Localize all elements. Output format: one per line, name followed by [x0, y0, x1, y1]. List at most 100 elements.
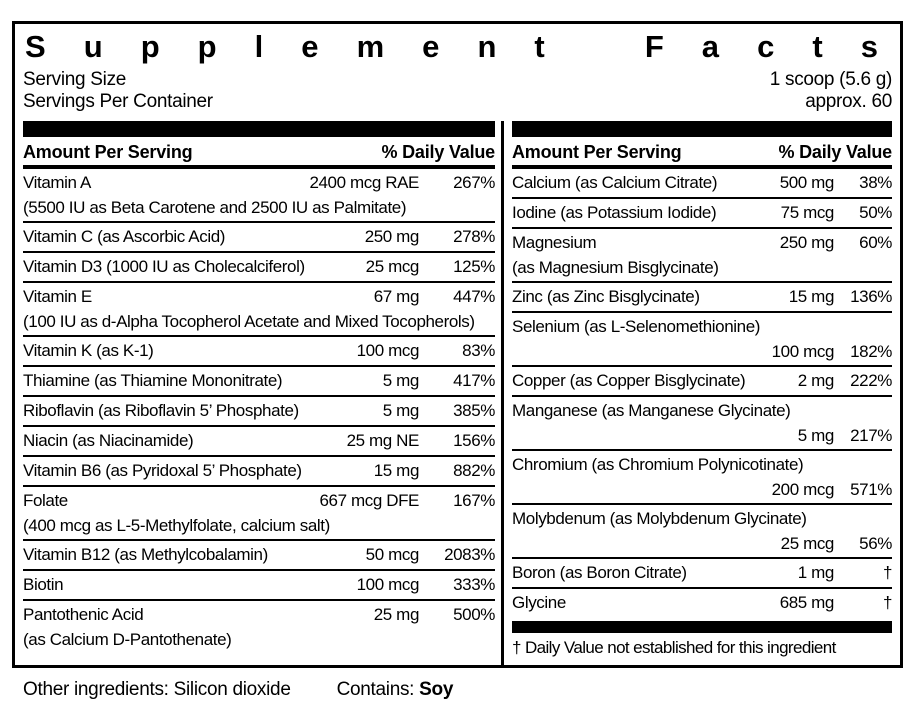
nutrient-name: Iodine (as Potassium Iodide) [512, 203, 717, 222]
nutrient-amount: 50 mcg [365, 545, 420, 564]
nutrient-row: Vitamin A 2400 mcg RAE 267% (5500 IU as Bet… [23, 169, 495, 221]
nutrient-name: Vitamin K (as K-1) [23, 341, 154, 360]
nutrient-daily-value: † [882, 563, 892, 582]
nutrient-name: Calcium (as Calcium Citrate) [512, 173, 718, 192]
nutrient-name: Vitamin B12 (as Methylcobalamin) [23, 545, 268, 564]
nutrient-name: Pantothenic Acid [23, 605, 144, 624]
nutrient-name: Selenium (as L-Selenomethionine) [512, 317, 761, 336]
other-ingredients-footer: Other ingredients: Silicon dioxide Conta… [23, 679, 453, 701]
nutrient-amount: 15 mg [373, 461, 420, 480]
amount-per-serving-header: Amount Per Serving [512, 142, 682, 162]
nutrient-amount: 25 mcg [780, 534, 835, 553]
nutrient-name: Vitamin A [23, 173, 91, 192]
nutrient-name: Folate [23, 491, 68, 510]
serving-size-value: 1 scoop (5.6 g) [769, 69, 893, 90]
nutrient-name: Niacin (as Niacinamide) [23, 431, 194, 450]
nutrient-amount: 500 mg [779, 173, 835, 192]
nutrient-amount: 5 mg [382, 401, 420, 420]
nutrient-amount: 2400 mcg RAE [309, 173, 419, 192]
nutrient-daily-value: 500% [453, 605, 495, 624]
nutrient-rows-right: Calcium (as Calcium Citrate) 500 mg 38% Iod… [512, 169, 892, 617]
nutrient-name: Magnesium [512, 233, 597, 252]
nutrient-daily-value: 222% [850, 371, 892, 390]
nutrient-daily-value: 136% [850, 287, 892, 306]
footnote-divider-bar [512, 621, 892, 633]
nutrient-amount: 667 mcg DFE [319, 491, 419, 510]
nutrient-row: Magnesium 250 mg 60% (as Magnesium Bisglyci… [512, 227, 892, 281]
nutrient-name: Vitamin D3 (1000 IU as Cholecalciferol) [23, 257, 305, 276]
nutrient-daily-value: 38% [859, 173, 892, 192]
nutrient-row: Vitamin E 67 mg 447% (100 IU as d-Alpha Toc… [23, 281, 495, 335]
nutrient-name: Boron (as Boron Citrate) [512, 563, 687, 582]
nutrient-amount: 5 mg [382, 371, 420, 390]
nutrient-row: Copper (as Copper Bisglycinate) 2 mg 222% [512, 365, 892, 395]
servings-per-container-row: Servings Per Container approx. 60 [23, 91, 892, 113]
nutrient-amount: 1 mg [797, 563, 835, 582]
nutrient-name: Glycine [512, 593, 566, 612]
nutrient-row: Vitamin B6 (as Pyridoxal 5’ Phosphate) 15… [23, 455, 495, 485]
nutrient-daily-value: 2083% [444, 545, 495, 564]
nutrient-daily-value: 56% [859, 534, 892, 553]
column-header-left: Amount Per Serving % Daily Value [23, 137, 495, 169]
nutrient-row: Chromium (as Chromium Polynicotinate) 200… [512, 449, 892, 503]
nutrient-name: Vitamin E [23, 287, 92, 306]
daily-value-header: % Daily Value [778, 142, 893, 162]
nutrient-amount: 67 mg [373, 287, 420, 306]
nutrient-daily-value: 182% [850, 342, 892, 361]
nutrient-row: Niacin (as Niacinamide) 25 mg NE 156% [23, 425, 495, 455]
nutrient-amount: 685 mg [779, 593, 835, 612]
nutrient-amount: 250 mg [779, 233, 835, 252]
nutrient-name: Zinc (as Zinc Bisglycinate) [512, 287, 700, 306]
nutrient-row: Calcium (as Calcium Citrate) 500 mg 38% [512, 169, 892, 197]
nutrient-daily-value: 447% [453, 287, 495, 306]
allergen-statement: Contains: Soy [337, 679, 454, 701]
nutrient-source-note: (as Magnesium Bisglycinate) [512, 258, 719, 277]
nutrient-name: Vitamin C (as Ascorbic Acid) [23, 227, 226, 246]
nutrient-name: Thiamine (as Thiamine Mononitrate) [23, 371, 283, 390]
nutrient-amount: 200 mcg [771, 480, 835, 499]
contains-label: Contains: [336, 679, 415, 700]
daily-value-footnote: † Daily Value not established for this i… [512, 638, 836, 657]
nutrient-row: Vitamin C (as Ascorbic Acid) 250 mg 278% [23, 221, 495, 251]
nutrient-daily-value: 167% [453, 491, 495, 510]
nutrient-row: Thiamine (as Thiamine Mononitrate) 5 mg 41… [23, 365, 495, 395]
nutrient-row: Molybdenum (as Molybdenum Glycinate) 25 m… [512, 503, 892, 557]
nutrient-daily-value: 156% [453, 431, 495, 450]
column-header-right: Amount Per Serving % Daily Value [512, 137, 892, 169]
nutrient-amount: 100 mcg [771, 342, 835, 361]
nutrient-daily-value: 882% [453, 461, 495, 480]
amount-per-serving-header: Amount Per Serving [23, 142, 193, 162]
nutrient-daily-value: 125% [453, 257, 495, 276]
other-ingredients-label: Other ingredients: [23, 679, 169, 700]
nutrient-daily-value: 385% [453, 401, 495, 420]
serving-size-label: Serving Size [23, 69, 127, 90]
nutrient-name: Chromium (as Chromium Polynicotinate) [512, 455, 804, 474]
nutrient-amount: 25 mcg [365, 257, 420, 276]
nutrient-row: Riboflavin (as Riboflavin 5’ Phosphate) 5… [23, 395, 495, 425]
nutrient-row: Glycine 685 mg † [512, 587, 892, 617]
other-ingredients: Other ingredients: Silicon dioxide [23, 679, 291, 701]
nutrient-name: Molybdenum (as Molybdenum Glycinate) [512, 509, 807, 528]
nutrient-daily-value: 60% [859, 233, 892, 252]
nutrient-row: Selenium (as L-Selenomethionine) 100 mcg 1… [512, 311, 892, 365]
nutrient-daily-value: 278% [453, 227, 495, 246]
nutrient-amount: 25 mg [373, 605, 420, 624]
nutrient-amount: 15 mg [788, 287, 835, 306]
nutrient-column-right: Amount Per Serving % Daily Value Calcium… [504, 121, 892, 665]
nutrient-row: Iodine (as Potassium Iodide) 75 mcg 50% [512, 197, 892, 227]
daily-value-header: % Daily Value [381, 142, 496, 162]
nutrient-daily-value: 83% [462, 341, 495, 360]
nutrient-amount: 5 mg [797, 426, 835, 445]
nutrient-daily-value: 50% [859, 203, 892, 222]
servings-per-container-value: approx. 60 [805, 91, 892, 112]
other-ingredients-value: Silicon dioxide [173, 679, 291, 700]
nutrient-amount: 2 mg [797, 371, 835, 390]
nutrient-name: Vitamin B6 (as Pyridoxal 5’ Phosphate) [23, 461, 302, 480]
nutrient-name: Manganese (as Manganese Glycinate) [512, 401, 791, 420]
nutrient-row: Vitamin B12 (as Methylcobalamin) 50 mcg 20… [23, 539, 495, 569]
nutrient-row: Vitamin K (as K-1) 100 mcg 83% [23, 335, 495, 365]
nutrient-amount: 75 mcg [780, 203, 835, 222]
